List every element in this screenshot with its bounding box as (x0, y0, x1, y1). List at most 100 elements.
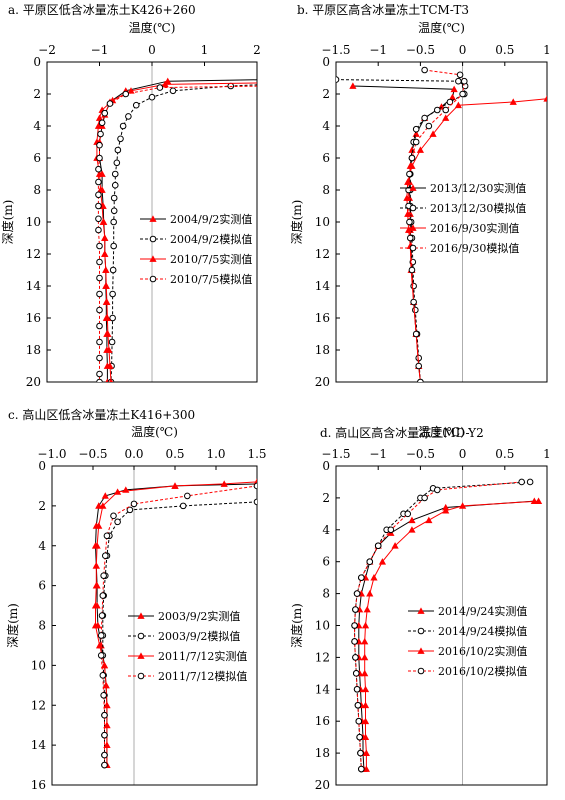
data-point (96, 141, 103, 149)
data-point (442, 106, 450, 114)
y-tick-label: 6 (322, 555, 330, 569)
data-point (104, 330, 112, 337)
data-point (96, 154, 103, 162)
legend-label: 2016/9/30模拟值 (430, 241, 519, 255)
series-4 (351, 478, 525, 773)
y-tick-label: 16 (315, 311, 330, 325)
legend: 2004/9/2实测值 2004/9/2模拟值 2010/7/5实测值 2010/7/… (140, 212, 252, 286)
data-point (351, 638, 358, 645)
data-point (102, 282, 110, 289)
series-4 (405, 66, 468, 382)
x-tick-label: −0.5 (406, 43, 435, 57)
data-point (105, 346, 113, 353)
data-point (450, 85, 458, 93)
data-point (361, 669, 369, 677)
legend: 2003/9/2实测值 2003/9/2模拟值 2011/7/12实测值 2011/7… (128, 609, 247, 683)
data-point (99, 502, 107, 509)
data-point (412, 125, 420, 133)
y-tick-label: 4 (38, 539, 46, 553)
x-tick-label: 0 (459, 43, 467, 57)
data-point (102, 552, 109, 560)
series-3 (93, 80, 257, 382)
data-point (408, 526, 416, 533)
data-point (114, 518, 121, 526)
legend-marker (137, 632, 145, 640)
x-tick-label: −2 (38, 43, 56, 57)
chart-title: b. 平原区高含冰量冻土TCM-T3 (297, 2, 469, 17)
legend-label: 2010/7/5模拟值 (170, 272, 252, 286)
data-point (92, 582, 100, 589)
y-tick-label: 14 (315, 682, 331, 696)
y-axis-label: 深度(m) (289, 603, 304, 648)
data-point (96, 306, 103, 314)
x-tick-label: 0.5 (495, 447, 514, 461)
y-tick-label: 8 (33, 183, 41, 197)
data-point (351, 622, 358, 629)
chart-title: d. 高山区高含冰量冻土MD-Y2 (320, 425, 484, 440)
data-point (117, 135, 124, 143)
data-point (126, 506, 134, 514)
y-axis-label: 深度(m) (289, 200, 304, 245)
data-point (408, 516, 416, 524)
y-tick-label: 12 (315, 650, 330, 664)
data-point (110, 512, 117, 520)
legend-marker (409, 244, 417, 252)
series-3 (403, 95, 547, 382)
data-point (412, 130, 420, 137)
y-tick-label: 14 (26, 279, 42, 293)
legend-marker (409, 224, 417, 231)
y-tick-label: 4 (33, 119, 41, 133)
data-point (125, 113, 132, 120)
series-line (406, 98, 547, 382)
data-point (448, 93, 457, 101)
x-tick-label: −1.0 (37, 447, 66, 461)
data-point (110, 242, 117, 250)
data-point (179, 502, 187, 510)
data-point (526, 478, 534, 486)
data-point (352, 670, 360, 677)
y-tick-label: 2 (322, 87, 330, 101)
x-tick-label: 1.0 (206, 447, 225, 461)
data-point (358, 574, 365, 581)
y-tick-label: 8 (322, 183, 330, 197)
series-3 (361, 497, 543, 772)
data-point (95, 226, 102, 234)
x-tick-label: 1.5 (247, 447, 266, 461)
data-point (103, 314, 111, 321)
y-tick-label: 4 (322, 119, 330, 133)
data-point (96, 378, 103, 382)
x-axis-label: 温度(℃) (418, 424, 465, 439)
legend-marker (409, 184, 417, 191)
y-tick-label: 12 (26, 247, 41, 261)
data-point (96, 290, 103, 298)
x-tick-label: −1.5 (321, 447, 350, 461)
data-point (99, 592, 107, 599)
data-point (103, 298, 111, 305)
x-tick-label: 2 (253, 43, 261, 57)
data-point (362, 765, 370, 772)
legend-label: 2004/9/2模拟值 (170, 232, 252, 246)
legend-marker (149, 235, 157, 243)
data-point (91, 621, 100, 629)
data-point (455, 77, 462, 85)
y-tick-label: 20 (26, 375, 41, 389)
x-axis-label: 温度(℃) (129, 20, 176, 35)
data-point (459, 90, 466, 98)
x-tick-label: 1 (543, 43, 551, 57)
x-axis-label: 温度(℃) (131, 424, 178, 439)
y-tick-label: 8 (322, 587, 330, 601)
data-point (454, 101, 462, 109)
data-point (509, 98, 517, 105)
data-point (109, 266, 117, 274)
data-point (404, 226, 413, 233)
y-tick-label: 16 (315, 714, 330, 728)
legend-marker (149, 275, 157, 283)
y-tick-label: 12 (315, 247, 330, 261)
y-tick-label: 8 (38, 619, 46, 633)
data-point (109, 378, 114, 382)
legend-label: 2016/9/30实测值 (430, 221, 519, 235)
data-point (102, 266, 110, 273)
legend-label: 2011/7/12模拟值 (158, 669, 247, 683)
legend-label: 2003/9/2模拟值 (158, 629, 240, 643)
data-point (446, 98, 454, 106)
